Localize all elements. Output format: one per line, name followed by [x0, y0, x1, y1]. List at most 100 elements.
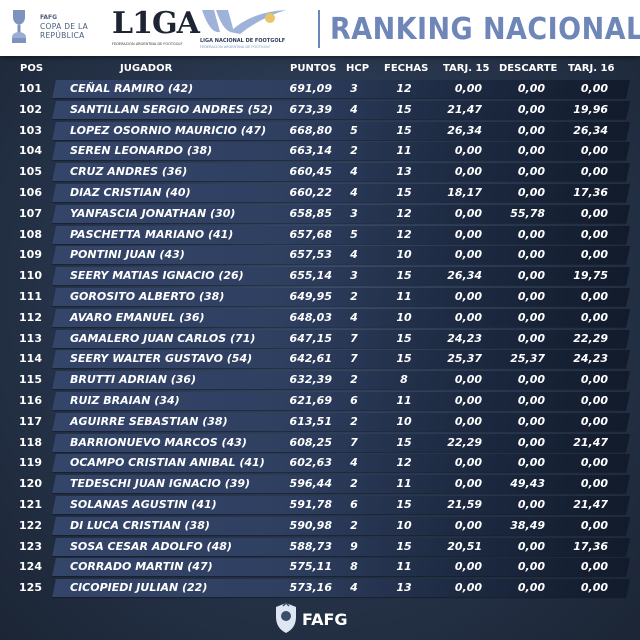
- fechas-value: 10: [396, 518, 412, 532]
- tarj15-value: 25,37: [447, 352, 482, 366]
- tarj15-value: 0,00: [454, 477, 482, 491]
- fechas-value: 10: [396, 310, 412, 324]
- tarj15-value: 0,00: [454, 373, 482, 387]
- hcp-value: 4: [350, 310, 358, 324]
- points-value: 596,44: [289, 477, 332, 491]
- col-header-fechas: FECHAS: [384, 63, 429, 74]
- col-header-descarte: DESCARTE: [499, 63, 558, 74]
- row-pos: 117: [19, 414, 42, 428]
- tarj16-value: 0,00: [580, 82, 608, 95]
- player-name: GOROSITO ALBERTO (38): [70, 290, 225, 303]
- fechas-value: 12: [396, 227, 412, 241]
- descarte-value: 0,00: [517, 144, 545, 158]
- row-pos: 112: [19, 310, 42, 324]
- hcp-value: 8: [350, 560, 358, 574]
- points-value: 668,80: [289, 123, 332, 137]
- row-pos: 119: [19, 456, 42, 470]
- points-value: 575,11: [289, 560, 332, 574]
- hcp-value: 2: [350, 477, 358, 491]
- hcp-value: 6: [350, 498, 358, 511]
- tarj16-value: 26,34: [573, 123, 608, 137]
- player-name: SOLANAS AGUSTIN (41): [70, 498, 217, 511]
- player-name: DIAZ CRISTIAN (40): [70, 186, 191, 199]
- descarte-value: 25,37: [510, 352, 545, 366]
- fechas-value: 15: [396, 102, 412, 116]
- row-pos: 106: [19, 186, 42, 199]
- points-value: 658,85: [289, 206, 332, 220]
- player-name: CICOPIEDI JULIAN (22): [70, 581, 208, 595]
- player-name: YANFASCIA JONATHAN (30): [70, 206, 236, 220]
- descarte-value: 0,00: [517, 165, 545, 179]
- fafg-footer-text: FAFG: [302, 610, 348, 629]
- hcp-value: 7: [350, 352, 358, 366]
- tarj15-value: 0,00: [454, 144, 482, 158]
- descarte-value: 0,00: [517, 227, 545, 241]
- points-value: 660,45: [289, 165, 332, 179]
- points-value: 613,51: [289, 414, 332, 428]
- descarte-value: 38,49: [510, 518, 545, 532]
- fechas-value: 15: [396, 186, 412, 199]
- descarte-value: 0,00: [517, 269, 545, 283]
- table-row: 114 SEERY WALTER GUSTAVO (54) 642,61 7 15 25,…: [0, 350, 640, 369]
- row-pos: 125: [19, 581, 42, 595]
- player-name: TEDESCHI JUAN IGNACIO (39): [70, 477, 251, 491]
- hcp-value: 5: [350, 123, 358, 137]
- descarte-value: 55,78: [510, 206, 545, 220]
- tarj16-value: 0,00: [580, 373, 608, 387]
- table-row: 121 SOLANAS AGUSTIN (41) 591,78 6 15 21,59 0,0…: [0, 496, 640, 514]
- table-row: 122 DI LUCA CRISTIAN (38) 590,98 2 10 0,00 38,…: [0, 516, 640, 535]
- col-header-jugador: JUGADOR: [120, 63, 173, 74]
- tarj16-value: 17,36: [573, 539, 608, 553]
- points-value: 588,73: [289, 539, 332, 553]
- fafg-label: FAFG: [40, 14, 58, 21]
- liga-logo: L1GA FEDERACIÓN ARGENTINA DE FOOTGOLF: [112, 6, 200, 50]
- tarj15-value: 0,00: [454, 310, 482, 324]
- row-pos: 115: [19, 373, 42, 387]
- player-name: SEERY WALTER GUSTAVO (54): [70, 352, 253, 366]
- descarte-value: 0,00: [517, 414, 545, 428]
- tarj16-value: 0,00: [580, 248, 608, 262]
- table-row: 113 GAMALERO JUAN CARLOS (71) 647,15 7 15 24,…: [0, 329, 640, 348]
- hcp-value: 5: [350, 227, 358, 241]
- fechas-value: 13: [396, 165, 412, 179]
- table-row: 109 PONTINI JUAN (43) 657,53 4 10 0,00 0,00 0,0…: [0, 246, 640, 265]
- descarte-value: 0,00: [517, 435, 545, 449]
- points-value: 663,14: [289, 144, 332, 158]
- points-value: 632,39: [289, 373, 332, 387]
- tarj15-value: 24,23: [447, 331, 482, 345]
- row-pos: 113: [19, 331, 42, 345]
- descarte-value: 0,00: [517, 373, 545, 387]
- points-value: 660,22: [289, 186, 332, 199]
- descarte-value: 0,00: [517, 539, 545, 553]
- row-pos: 114: [19, 352, 42, 366]
- fechas-value: 11: [396, 560, 412, 574]
- row-pos: 104: [19, 144, 42, 158]
- fechas-value: 12: [396, 456, 412, 470]
- swoosh-icon: [202, 10, 286, 34]
- tarj16-value: 19,75: [573, 269, 608, 283]
- fechas-value: 10: [396, 414, 412, 428]
- tarj16-value: 17,36: [573, 186, 608, 199]
- player-name: DI LUCA CRISTIAN (38): [70, 518, 210, 532]
- points-value: 590,98: [289, 518, 332, 532]
- tarj16-value: 0,00: [580, 518, 608, 532]
- fechas-value: 10: [396, 248, 412, 262]
- tarj16-value: 0,00: [580, 165, 608, 179]
- points-value: 591,78: [289, 498, 332, 511]
- fechas-value: 12: [396, 206, 412, 220]
- hcp-value: 7: [350, 435, 358, 449]
- hcp-value: 4: [350, 186, 358, 199]
- lnf-title: LIGA NACIONAL DE FOOTGOLF: [200, 38, 286, 44]
- descarte-value: 0,00: [517, 186, 545, 199]
- descarte-value: 0,00: [517, 123, 545, 137]
- tarj15-value: 0,00: [454, 560, 482, 574]
- hcp-value: 3: [350, 82, 358, 95]
- tarj16-value: 19,96: [573, 102, 608, 116]
- descarte-value: 0,00: [517, 82, 545, 95]
- fechas-value: 13: [396, 581, 412, 595]
- table-row: 119 OCAMPO CRISTIAN ANIBAL (41) 602,63 4 12 0…: [0, 454, 640, 473]
- fafg-footer-logo: FAFG: [270, 602, 370, 636]
- descarte-value: 0,00: [517, 581, 545, 595]
- tarj15-value: 18,17: [447, 186, 482, 199]
- tarj15-value: 21,47: [447, 102, 482, 116]
